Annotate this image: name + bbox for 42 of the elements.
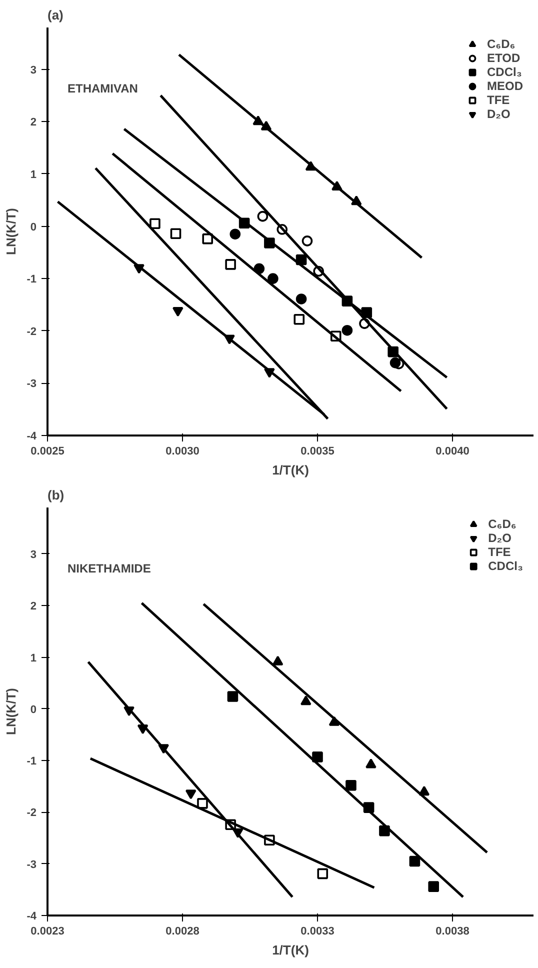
legend-label: D₂O xyxy=(488,531,512,545)
y-tick-label: -3 xyxy=(26,378,36,390)
legend-label: MEOD xyxy=(487,79,523,93)
legend-label: CDCl₃ xyxy=(487,65,522,79)
legend-label: TFE xyxy=(487,93,510,107)
legend-label: C₆D₆ xyxy=(487,37,516,51)
y-tick-label: 2 xyxy=(30,600,37,613)
y-tick-label: -3 xyxy=(26,858,36,871)
y-tick-label: 1 xyxy=(30,652,37,664)
y-tick-label: 0 xyxy=(30,221,37,234)
y-tick-label: 0 xyxy=(30,704,37,716)
x-axis-title: 1/T(K) xyxy=(272,942,309,958)
legend-label: D₂O xyxy=(487,107,510,121)
x-tick-label: 0.0033 xyxy=(300,926,334,938)
x-tick-label: 0.0040 xyxy=(436,446,470,458)
x-axis-title: 1/T(K) xyxy=(272,462,309,478)
legend-label: ETOD xyxy=(487,51,520,65)
chart-title: (a) xyxy=(48,8,64,22)
annotation: ETHAMIVAN xyxy=(68,82,138,96)
x-tick-label: 0.0028 xyxy=(166,926,200,938)
y-tick-label: -1 xyxy=(26,274,36,286)
y-tick-label: 1 xyxy=(30,168,37,181)
y-tick-label: -4 xyxy=(26,910,38,922)
y-tick-label: -1 xyxy=(26,756,36,768)
annotation: NIKETHAMIDE xyxy=(68,562,151,576)
x-tick-label: 0.0035 xyxy=(300,446,334,458)
y-axis-title: LN(K/T) xyxy=(4,208,19,255)
y-tick-label: 2 xyxy=(30,116,37,129)
legend-label: TFE xyxy=(488,545,511,559)
y-tick-label: 3 xyxy=(30,64,37,76)
legend-label: C₆D₆ xyxy=(488,517,516,531)
y-axis-title: LN(K/T) xyxy=(4,688,19,735)
legend-label: CDCl₃ xyxy=(488,559,523,573)
x-tick-label: 0.0025 xyxy=(30,446,64,458)
y-tick-label: 3 xyxy=(30,548,37,561)
y-tick-label: -4 xyxy=(26,430,38,442)
x-tick-label: 0.0038 xyxy=(436,926,470,938)
y-tick-label: -2 xyxy=(26,326,36,338)
y-tick-label: -2 xyxy=(26,807,36,820)
x-tick-label: 0.0023 xyxy=(30,926,64,938)
chart-title: (b) xyxy=(48,488,64,502)
x-tick-label: 0.0030 xyxy=(166,446,200,458)
